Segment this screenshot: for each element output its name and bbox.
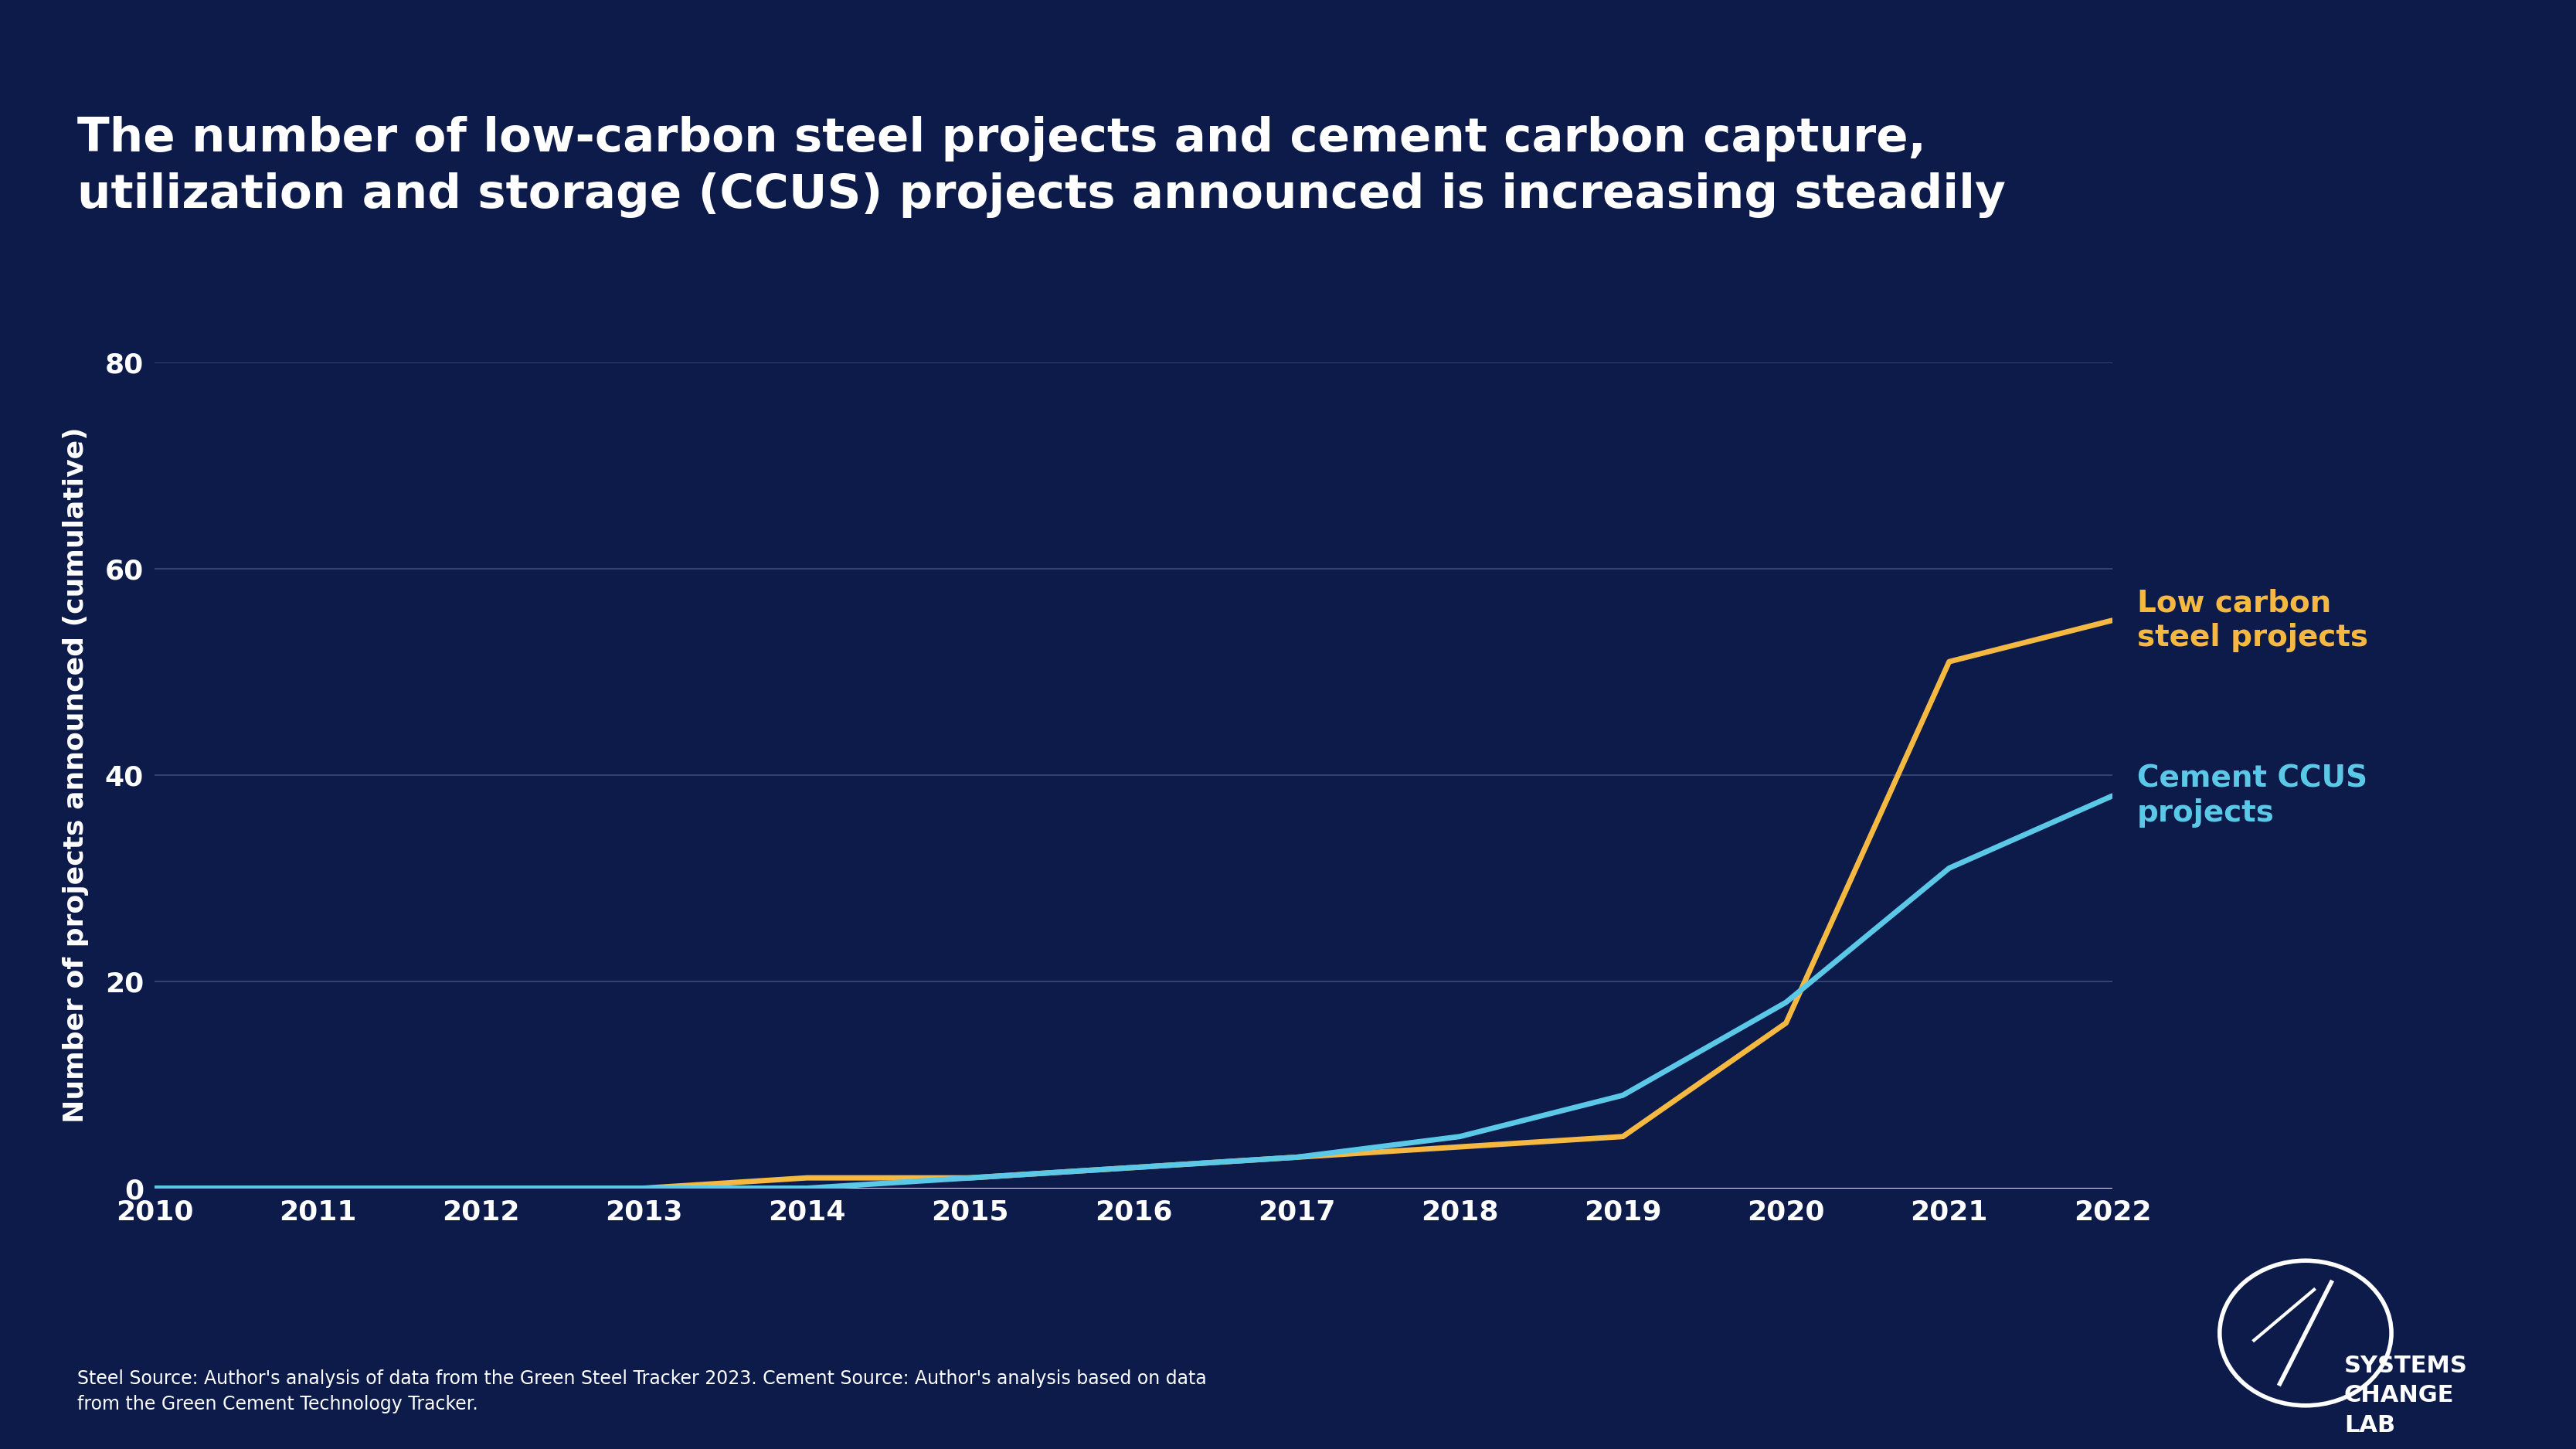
Text: SYSTEMS
CHANGE
LAB: SYSTEMS CHANGE LAB: [2344, 1355, 2468, 1436]
Text: The number of low-carbon steel projects and cement carbon capture,
utilization a: The number of low-carbon steel projects …: [77, 116, 2007, 217]
Text: Steel Source: Author's analysis of data from the Green Steel Tracker 2023. Cemen: Steel Source: Author's analysis of data …: [77, 1369, 1206, 1414]
Y-axis label: Number of projects announced (cumulative): Number of projects announced (cumulative…: [62, 427, 90, 1123]
Text: Low carbon
steel projects: Low carbon steel projects: [2136, 588, 2367, 652]
Text: Cement CCUS
projects: Cement CCUS projects: [2136, 764, 2367, 827]
